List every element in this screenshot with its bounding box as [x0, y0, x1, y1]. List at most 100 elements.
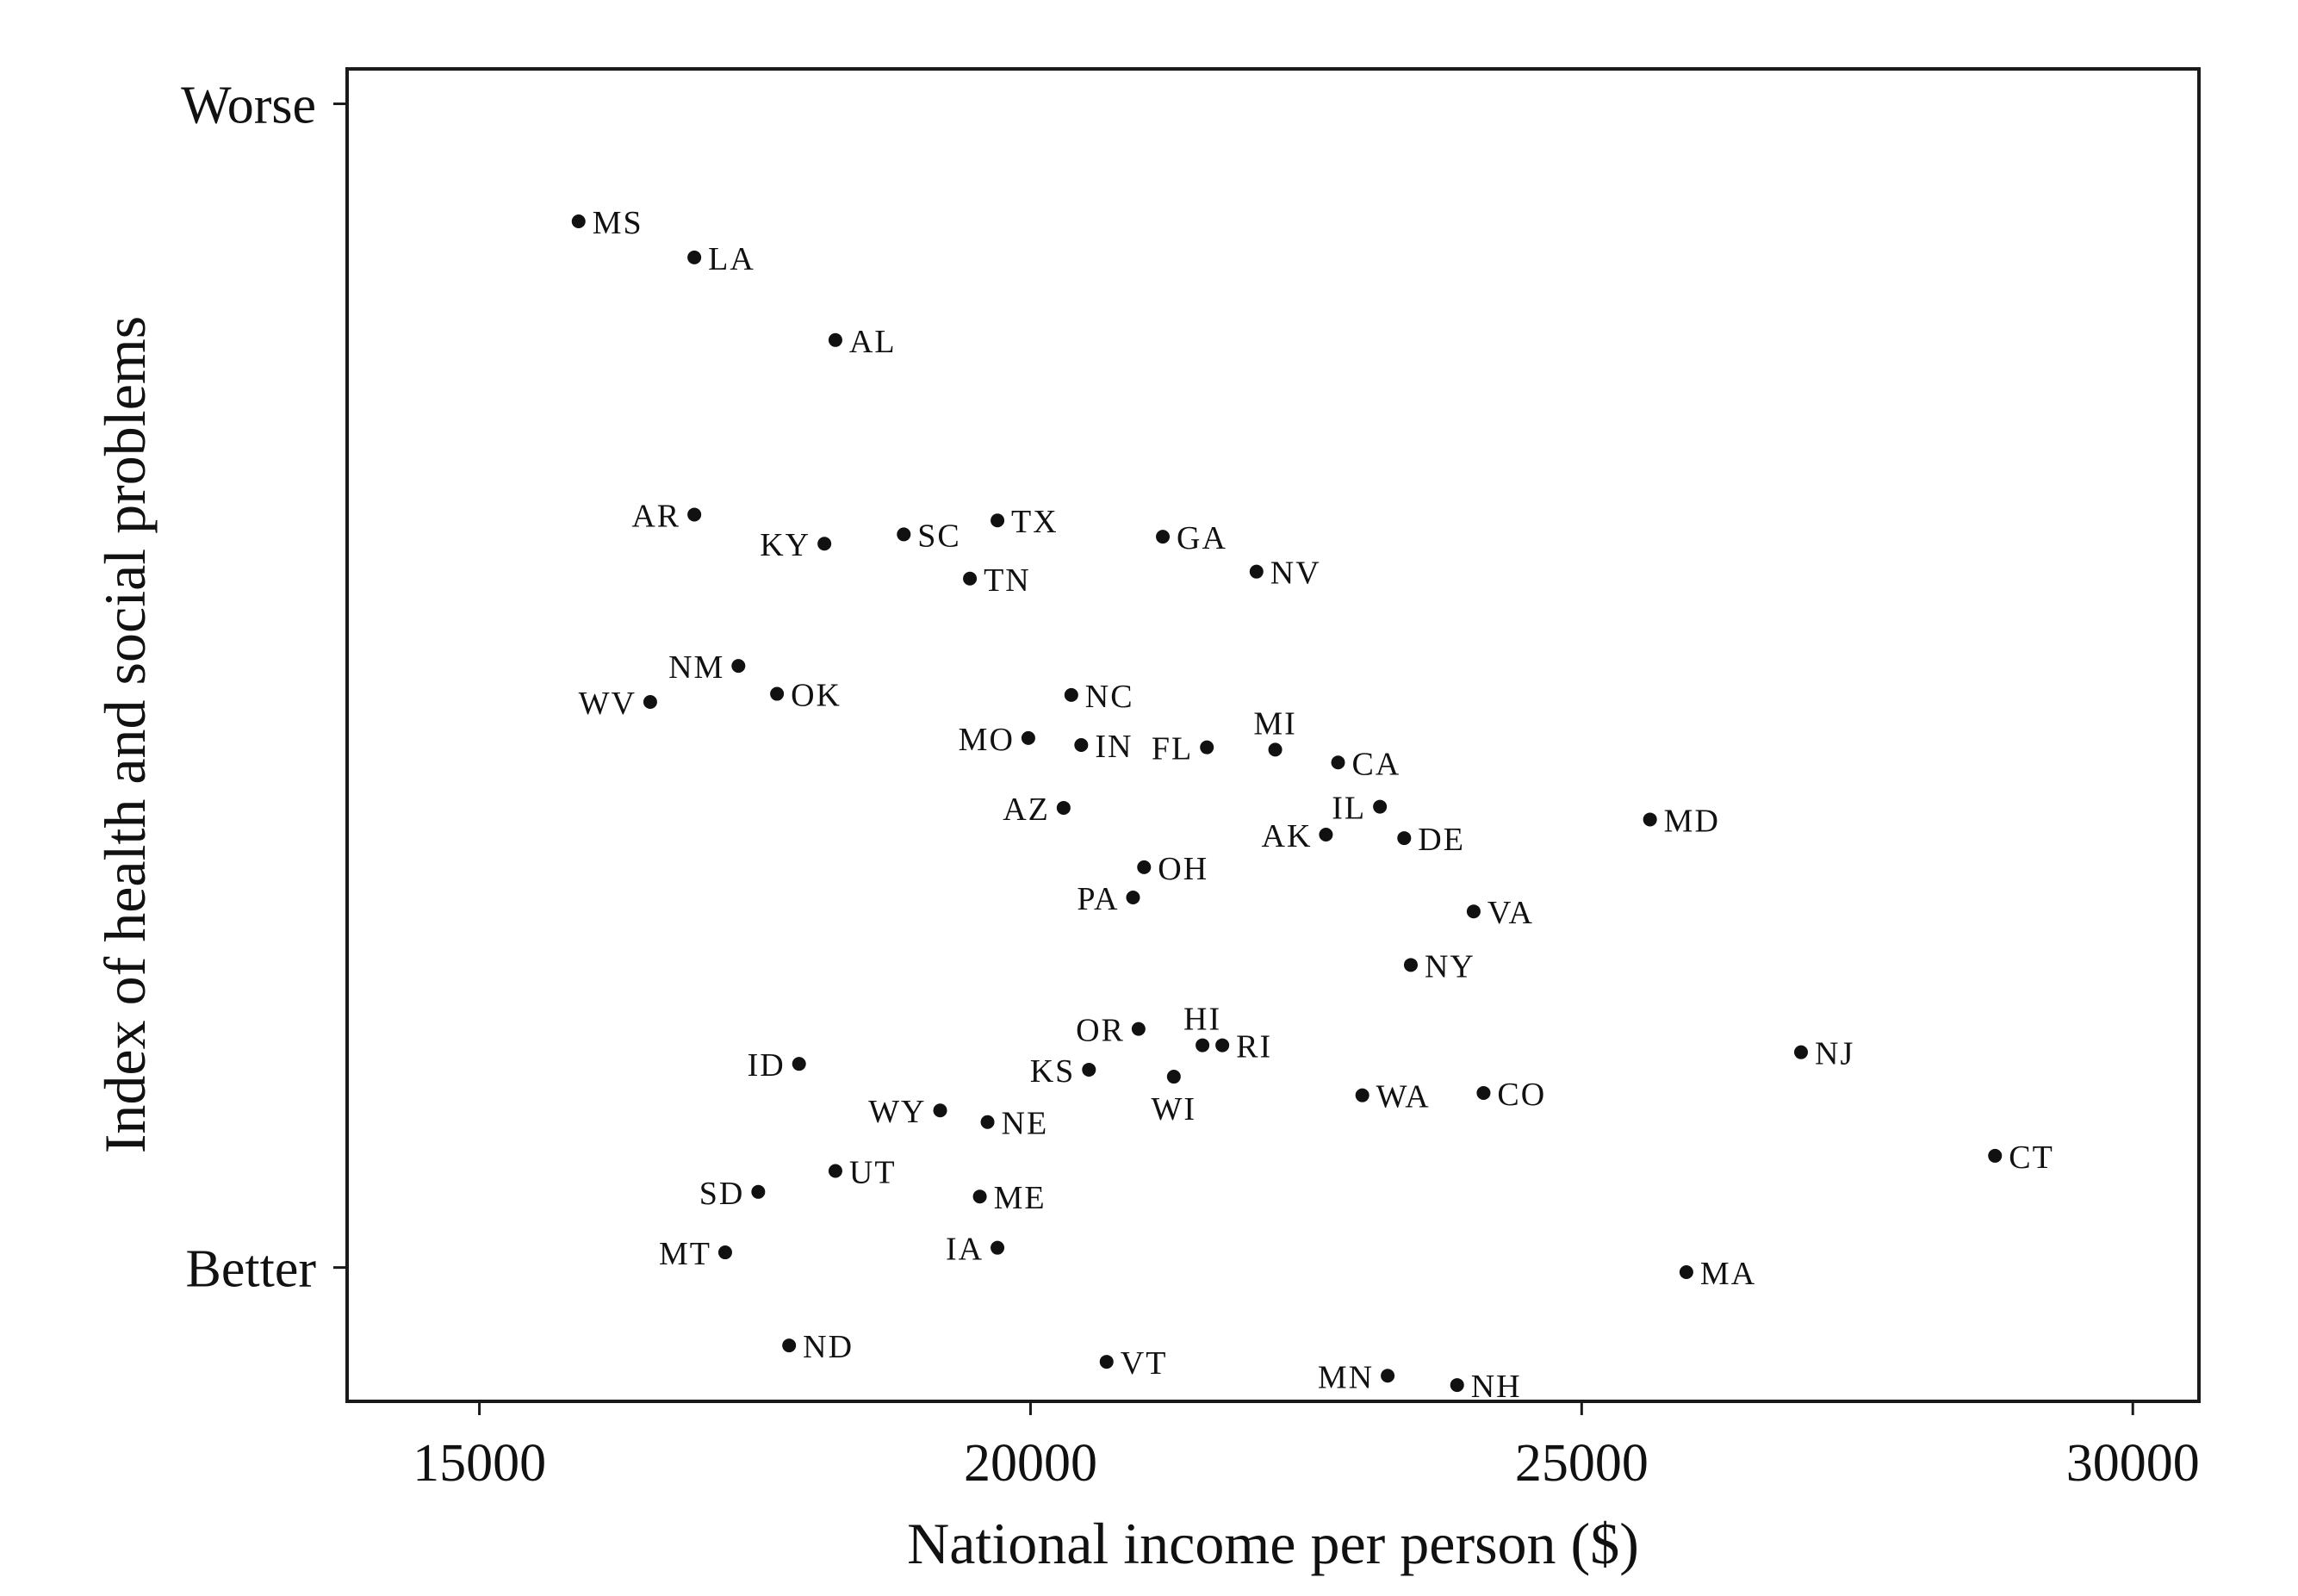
point-wv — [643, 694, 657, 709]
point-nc — [1064, 687, 1078, 702]
point-wy — [933, 1103, 947, 1118]
point-ia — [991, 1240, 1005, 1255]
y-tick-label-1: Better — [186, 1240, 317, 1299]
point-label-wi: WI — [1152, 1091, 1197, 1127]
point-label-il: IL — [1332, 791, 1366, 827]
point-label-ny: NY — [1425, 948, 1475, 984]
point-ga — [1156, 530, 1171, 544]
point-label-mt: MT — [659, 1236, 711, 1272]
point-ok — [770, 686, 785, 701]
point-label-ct: CT — [2009, 1140, 2054, 1176]
point-va — [1466, 904, 1481, 919]
point-hi — [1196, 1038, 1210, 1053]
point-wi — [1166, 1070, 1181, 1084]
point-label-ar: AR — [631, 498, 680, 534]
point-label-nc: NC — [1085, 679, 1134, 715]
point-ar — [687, 507, 702, 522]
point-label-mo: MO — [959, 722, 1015, 758]
point-label-ms: MS — [593, 205, 643, 241]
point-label-al: AL — [849, 324, 897, 360]
point-label-vt: VT — [1121, 1345, 1168, 1382]
point-vt — [1099, 1355, 1114, 1369]
point-label-id: ID — [748, 1047, 786, 1084]
point-nd — [782, 1338, 797, 1353]
point-nj — [1794, 1045, 1809, 1059]
point-label-nv: NV — [1270, 556, 1321, 592]
point-label-de: DE — [1418, 822, 1465, 858]
x-tick-label-0: 15000 — [413, 1434, 546, 1493]
point-sd — [751, 1184, 766, 1199]
point-label-ri: RI — [1236, 1029, 1272, 1065]
point-label-ca: CA — [1352, 746, 1401, 782]
x-tick-label-1: 20000 — [964, 1434, 1097, 1493]
point-label-ma: MA — [1700, 1256, 1756, 1292]
point-label-ut: UT — [849, 1154, 897, 1190]
point-label-in: IN — [1095, 729, 1133, 765]
point-label-la: LA — [708, 241, 755, 277]
point-label-md: MD — [1664, 803, 1720, 839]
point-label-tn: TN — [984, 562, 1031, 599]
point-label-nm: NM — [668, 649, 724, 686]
point-label-ky: KY — [760, 527, 811, 563]
point-la — [687, 250, 702, 264]
point-label-ne: NE — [1002, 1106, 1049, 1142]
point-ks — [1082, 1062, 1096, 1077]
point-label-ks: KS — [1030, 1053, 1076, 1090]
x-axis-label: National income per person ($) — [907, 1511, 1639, 1576]
point-sc — [897, 527, 911, 542]
point-ny — [1403, 958, 1418, 972]
point-ms — [571, 214, 586, 228]
point-in — [1074, 737, 1089, 752]
point-tn — [963, 571, 978, 586]
plot-frame — [345, 67, 2201, 1403]
point-mt — [717, 1245, 732, 1260]
point-label-hi: HI — [1183, 1002, 1221, 1038]
point-label-nd: ND — [803, 1329, 854, 1365]
point-oh — [1137, 860, 1152, 874]
point-wa — [1355, 1088, 1369, 1102]
point-label-nh: NH — [1471, 1369, 1522, 1405]
point-ut — [828, 1164, 842, 1178]
point-ma — [1679, 1265, 1693, 1280]
point-label-wy: WY — [868, 1094, 926, 1130]
point-label-wa: WA — [1376, 1079, 1431, 1115]
point-mi — [1268, 742, 1283, 757]
point-label-ak: AK — [1262, 818, 1313, 854]
point-il — [1373, 799, 1388, 814]
point-or — [1131, 1022, 1146, 1036]
point-label-me: ME — [994, 1180, 1047, 1216]
point-label-sc: SC — [917, 518, 960, 554]
point-label-pa: PA — [1077, 881, 1119, 917]
point-mo — [1021, 730, 1035, 745]
point-ct — [1988, 1148, 2003, 1163]
point-me — [972, 1189, 987, 1204]
x-axis: 15000 20000 25000 30000 — [413, 1401, 2200, 1493]
point-label-fl: FL — [1152, 731, 1193, 767]
point-id — [792, 1057, 806, 1071]
point-de — [1397, 831, 1412, 846]
point-ca — [1331, 755, 1345, 770]
point-ky — [817, 537, 832, 551]
point-label-co: CO — [1497, 1077, 1546, 1113]
x-tick-label-3: 30000 — [2066, 1434, 2200, 1493]
point-mn — [1381, 1369, 1395, 1383]
y-axis: Worse Better — [181, 77, 347, 1299]
point-label-tx: TX — [1011, 504, 1059, 540]
point-ri — [1215, 1038, 1230, 1053]
point-pa — [1126, 890, 1140, 904]
point-label-nj: NJ — [1815, 1036, 1854, 1072]
point-label-mn: MN — [1318, 1359, 1374, 1395]
point-label-ia: IA — [946, 1232, 984, 1268]
point-ne — [980, 1115, 995, 1129]
data-points: MS LA AL AR KY SC TX TN GA NV NM WV OK NC MO IN FL MI CA AZ… — [571, 205, 2054, 1405]
point-al — [828, 332, 842, 347]
point-label-va: VA — [1487, 895, 1534, 931]
point-az — [1056, 800, 1071, 815]
point-label-ok: OK — [791, 678, 842, 714]
point-label-ga: GA — [1177, 520, 1227, 556]
point-label-oh: OH — [1158, 851, 1208, 887]
point-nv — [1249, 564, 1264, 579]
point-label-az: AZ — [1003, 792, 1050, 828]
point-tx — [991, 513, 1005, 528]
